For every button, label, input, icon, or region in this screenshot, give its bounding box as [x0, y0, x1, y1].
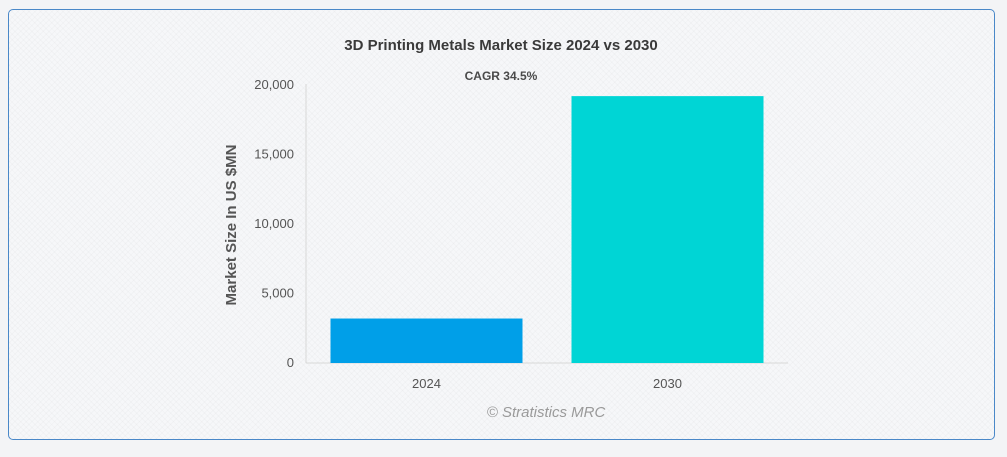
watermark-text: © Stratistics MRC [487, 404, 606, 421]
y-axis-ticks: 0 5,000 10,000 15,000 20,000 [254, 77, 294, 370]
y-tick-label: 15,000 [254, 147, 294, 162]
y-axis-label: Market Size In US $MN [223, 145, 240, 306]
x-axis-ticks: 2024 2030 [412, 376, 682, 391]
y-tick-label: 10,000 [254, 216, 294, 231]
bars-group [330, 96, 764, 364]
y-tick-label: 5,000 [261, 286, 294, 301]
x-tick-label: 2030 [653, 376, 682, 391]
chart-title: 3D Printing Metals Market Size 2024 vs 2… [344, 37, 657, 54]
chart-panel [8, 9, 995, 440]
y-tick-label: 0 [287, 355, 294, 370]
y-tick-label: 20,000 [254, 77, 294, 92]
bar-2024 [330, 318, 523, 363]
cagr-annotation: CAGR 34.5% [465, 69, 538, 83]
bar-2030 [571, 96, 764, 364]
x-tick-label: 2024 [412, 376, 441, 391]
